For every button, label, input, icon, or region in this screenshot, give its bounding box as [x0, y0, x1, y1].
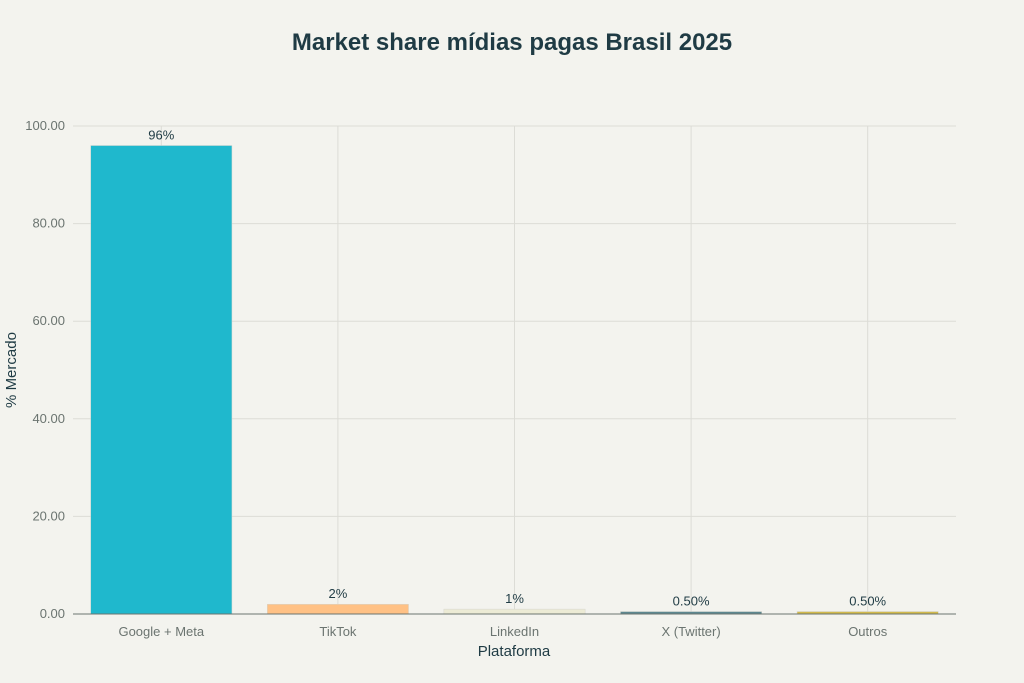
y-tick-label: 20.00 — [32, 508, 65, 523]
y-tick-label: 40.00 — [32, 411, 65, 426]
bars-layer — [90, 145, 939, 615]
x-tick-label: Outros — [848, 624, 888, 639]
bar-data-label: 0.50% — [673, 594, 710, 609]
bar — [443, 608, 586, 615]
x-tick-label: X (Twitter) — [661, 624, 720, 639]
bar-data-label: 96% — [148, 128, 174, 143]
y-tick-label: 0.00 — [40, 606, 65, 621]
y-tick-label: 60.00 — [32, 313, 65, 328]
bar — [90, 145, 233, 615]
x-tick-label: LinkedIn — [490, 624, 539, 639]
x-axis-label: Plataforma — [478, 643, 551, 660]
labels-layer: 0.00 20.00 40.00 60.00 80.00 100.00 96% Google … — [25, 118, 887, 639]
bar — [267, 603, 409, 615]
x-tick-label: Google + Meta — [118, 624, 204, 639]
y-tick-label: 80.00 — [32, 216, 65, 231]
bar-data-label: 2% — [329, 586, 348, 601]
y-tick-label: 100.00 — [25, 118, 65, 133]
bar-data-label: 0.50% — [849, 594, 886, 609]
x-tick-label: TikTok — [319, 624, 357, 639]
bar-data-label: 1% — [505, 591, 524, 606]
chart-title: Market share mídias pagas Brasil 2025 — [292, 29, 732, 56]
y-axis-label: % Mercado — [3, 332, 20, 408]
